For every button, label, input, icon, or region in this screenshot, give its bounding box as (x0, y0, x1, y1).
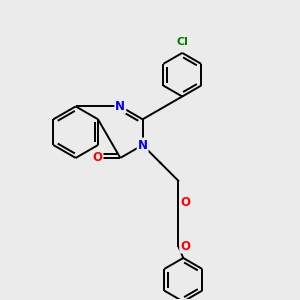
Text: N: N (115, 100, 125, 113)
Text: Cl: Cl (176, 37, 188, 47)
Text: O: O (180, 196, 190, 209)
Text: O: O (92, 152, 103, 164)
Text: N: N (138, 139, 148, 152)
Text: O: O (180, 240, 190, 253)
